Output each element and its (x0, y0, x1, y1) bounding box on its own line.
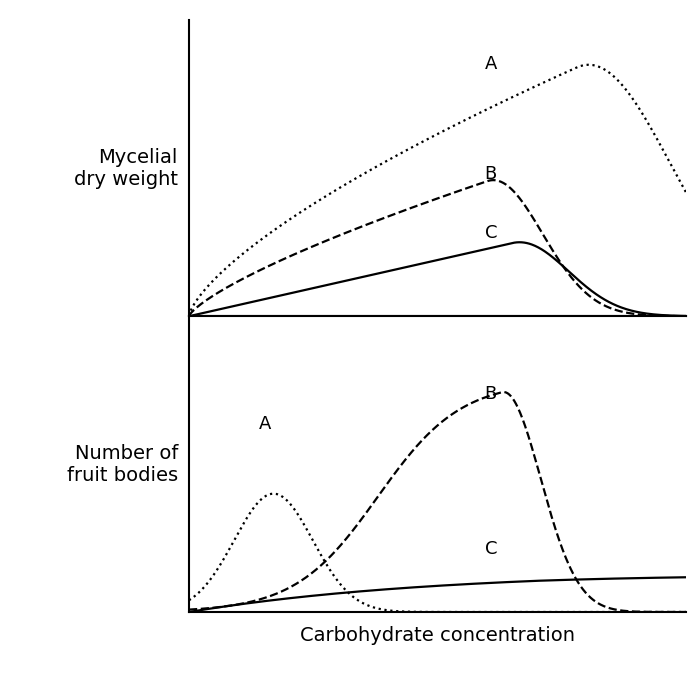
Text: A: A (258, 415, 271, 432)
X-axis label: Carbohydrate concentration: Carbohydrate concentration (300, 626, 575, 645)
Text: B: B (484, 165, 497, 183)
Y-axis label: Mycelial
dry weight: Mycelial dry weight (74, 148, 178, 189)
Text: B: B (484, 385, 497, 403)
Text: A: A (484, 55, 497, 73)
Y-axis label: Number of
fruit bodies: Number of fruit bodies (66, 443, 178, 485)
Text: C: C (484, 224, 497, 242)
Text: C: C (484, 541, 497, 558)
